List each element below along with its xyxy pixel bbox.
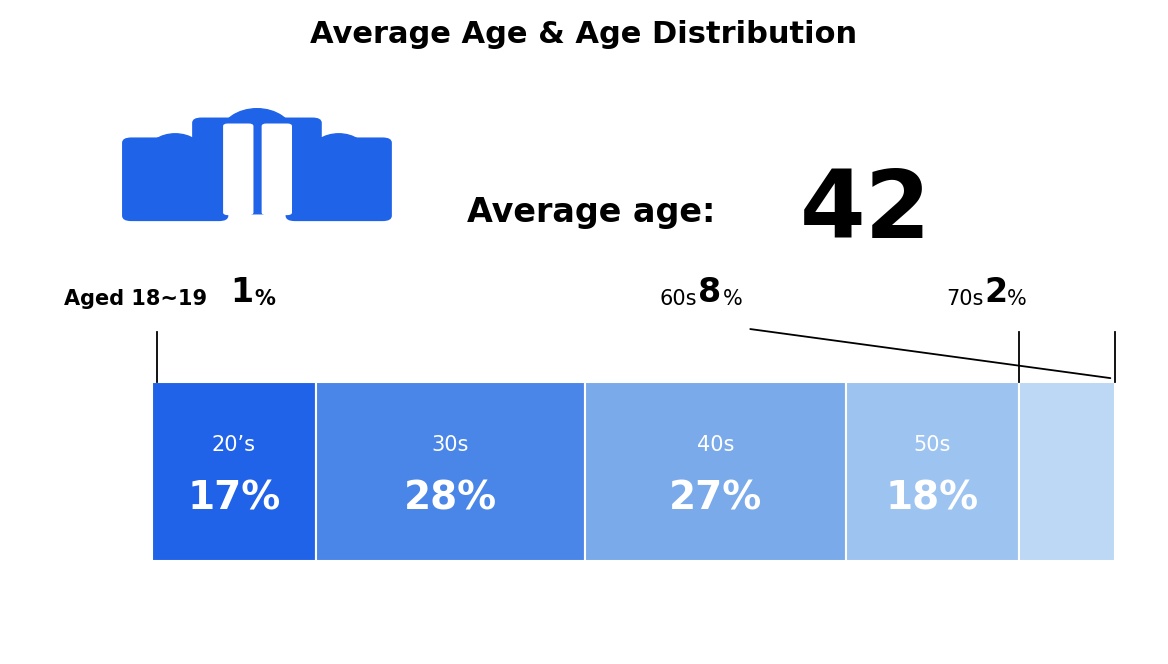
Text: 20’s: 20’s xyxy=(211,435,256,455)
Text: 27%: 27% xyxy=(669,479,763,517)
FancyBboxPatch shape xyxy=(192,118,321,214)
Text: %: % xyxy=(723,289,743,309)
Text: 17%: 17% xyxy=(187,479,280,517)
Bar xyxy=(1018,382,1115,561)
Text: 60s: 60s xyxy=(660,289,697,309)
Text: Average Age & Age Distribution: Average Age & Age Distribution xyxy=(311,20,857,49)
Ellipse shape xyxy=(311,134,367,173)
FancyBboxPatch shape xyxy=(286,137,392,221)
Text: Aged 18~19: Aged 18~19 xyxy=(64,289,208,309)
Bar xyxy=(846,382,1018,561)
FancyBboxPatch shape xyxy=(262,124,292,215)
Text: %: % xyxy=(255,289,276,309)
Text: 1: 1 xyxy=(230,276,253,309)
Bar xyxy=(585,382,846,561)
Text: 2: 2 xyxy=(985,276,1008,309)
Text: 30s: 30s xyxy=(432,435,470,455)
FancyBboxPatch shape xyxy=(121,137,228,221)
Text: 50s: 50s xyxy=(913,435,951,455)
Text: 18%: 18% xyxy=(885,479,979,517)
Text: 42: 42 xyxy=(800,167,932,258)
Bar xyxy=(152,382,315,561)
Text: 40s: 40s xyxy=(697,435,735,455)
Ellipse shape xyxy=(222,109,292,159)
Text: 28%: 28% xyxy=(404,479,498,517)
Bar xyxy=(315,382,585,561)
FancyBboxPatch shape xyxy=(223,124,253,215)
Text: 70s: 70s xyxy=(946,289,983,309)
Text: Average age:: Average age: xyxy=(467,196,716,229)
Text: %: % xyxy=(1007,289,1027,309)
Ellipse shape xyxy=(147,134,203,173)
Text: 8: 8 xyxy=(698,276,722,309)
